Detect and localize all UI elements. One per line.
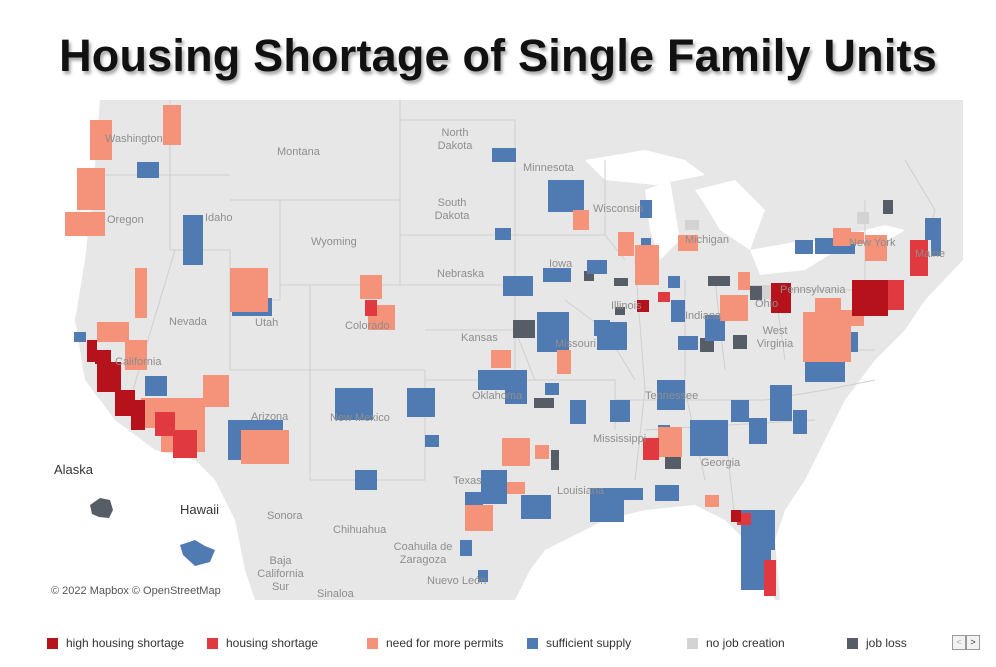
legend-label: housing shortage (226, 636, 319, 650)
label-idaho: Idaho (205, 212, 233, 224)
legend-item-no-job-creation[interactable]: no job creation (687, 636, 785, 650)
legend-item-high-housing-shortage[interactable]: high housing shortage (47, 636, 184, 650)
label-utah: Utah (255, 317, 279, 329)
label-nuevo-leon: Nuevo León (427, 575, 487, 587)
label-montana: Montana (277, 146, 320, 158)
atlantic-ocean (775, 260, 963, 600)
chart-title: Housing Shortage of Single Family Units (59, 30, 937, 81)
pacific-ocean (45, 100, 255, 600)
need-more-permits-areas (65, 105, 887, 531)
legend-label: need for more permits (386, 636, 504, 650)
label-north-dakota: North Dakota (437, 127, 473, 152)
label-chihuahua: Chihuahua (333, 524, 387, 536)
legend-label: sufficient supply (546, 636, 632, 650)
label-maine: Maine (915, 248, 945, 260)
label-nevada: Nevada (169, 316, 207, 328)
label-georgia: Georgia (701, 457, 741, 469)
label-pennsylvania: Pennsylvania (780, 284, 846, 296)
legend-item-job-loss[interactable]: job loss (847, 636, 907, 650)
legend-next-button[interactable]: > (966, 635, 980, 650)
label-coahuila: Coahuila de Zaragoza (393, 541, 453, 566)
label-nebraska: Nebraska (437, 268, 485, 280)
hawaii-label: Hawaii (180, 502, 220, 517)
label-washington: Washington (105, 133, 163, 145)
label-illinois: Illinois (611, 300, 642, 312)
label-michigan: Michigan (685, 234, 730, 246)
label-ohio: Ohio (755, 298, 779, 310)
label-wisconsin: Wisconsin (593, 203, 644, 215)
map-canvas (45, 100, 963, 600)
label-baja-california-sur: Baja California Sur (257, 555, 304, 593)
label-mississippi: Mississippi (593, 433, 647, 445)
label-wyoming: Wyoming (311, 236, 357, 248)
legend-label: job loss (866, 636, 907, 650)
label-iowa: Iowa (549, 258, 573, 270)
legend-swatch (847, 637, 858, 649)
job-loss-areas (513, 200, 893, 470)
legend-swatch (527, 637, 538, 649)
label-kansas: Kansas (461, 332, 498, 344)
label-sinaloa: Sinaloa (317, 588, 354, 600)
label-louisiana: Louisiana (557, 485, 605, 497)
label-texas: Texas (453, 475, 482, 487)
high-housing-shortage-areas (87, 280, 888, 522)
legend-prev-button[interactable]: < (952, 635, 966, 650)
alaska-shape (90, 498, 113, 518)
label-missouri: Missouri (555, 338, 596, 350)
hawaii-shape (180, 540, 215, 566)
legend-item-housing-shortage[interactable]: housing shortage (207, 636, 318, 650)
legend-pager: < > (952, 635, 980, 650)
legend-item-need-for-more-permits[interactable]: need for more permits (367, 636, 503, 650)
legend-swatch (47, 637, 58, 649)
label-arizona: Arizona (251, 411, 289, 423)
label-new-mexico: New Mexico (330, 412, 390, 424)
legend: high housing shortage housing shortage n… (0, 630, 996, 654)
label-west-virginia: West Virginia (756, 325, 794, 350)
map-attribution[interactable]: © 2022 Mapbox © OpenStreetMap (51, 585, 221, 597)
label-south-dakota: South Dakota (434, 197, 470, 222)
legend-swatch (367, 637, 378, 649)
label-new-york: New York (849, 237, 896, 249)
label-minnesota: Minnesota (523, 162, 574, 174)
label-oregon: Oregon (107, 214, 144, 226)
legend-swatch (207, 637, 218, 649)
label-tennessee: Tennessee (645, 390, 699, 402)
gulf-of-mexico (515, 505, 775, 600)
label-sonora: Sonora (267, 510, 303, 522)
label-california: California (115, 356, 162, 368)
legend-label: no job creation (706, 636, 785, 650)
alaska-label: Alaska (54, 462, 94, 477)
legend-item-sufficient-supply[interactable]: sufficient supply (527, 636, 631, 650)
legend-swatch (687, 637, 698, 649)
legend-label: high housing shortage (66, 636, 185, 650)
map-area[interactable]: Washington Oregon Idaho Montana Wyoming … (45, 100, 963, 600)
label-oklahoma: Oklahoma (472, 390, 523, 402)
label-indiana: Indiana (685, 310, 722, 322)
label-colorado: Colorado (345, 320, 390, 332)
